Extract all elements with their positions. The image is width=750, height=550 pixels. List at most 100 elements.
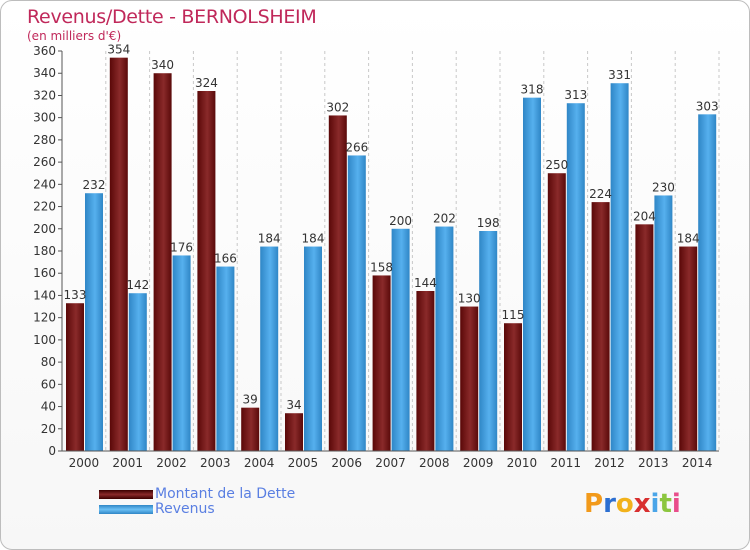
- bar-dette-2003: [197, 91, 216, 451]
- bar-dette-2001: [109, 57, 128, 452]
- y-tick-label: 180: [33, 244, 56, 258]
- y-tick-label: 100: [33, 333, 56, 347]
- y-tick-label: 300: [33, 111, 56, 125]
- value-label-dette-2011: 250: [545, 158, 568, 172]
- value-label-dette-2000: 133: [64, 288, 87, 302]
- value-label-revenus-2003: 166: [214, 252, 237, 266]
- bar-dette-2002: [153, 73, 172, 451]
- y-tick-label: 260: [33, 155, 56, 169]
- value-label-dette-2003: 324: [195, 76, 218, 90]
- x-tick-label: 2007: [375, 456, 406, 470]
- x-tick-label: 2009: [463, 456, 494, 470]
- value-label-revenus-2001: 142: [126, 278, 149, 292]
- value-label-revenus-2000: 232: [83, 178, 106, 192]
- value-label-revenus-2008: 202: [433, 212, 456, 226]
- legend-swatch-revenus: [99, 505, 153, 514]
- value-label-dette-2013: 204: [633, 209, 656, 223]
- value-label-dette-2006: 302: [326, 100, 349, 114]
- bar-revenus-2007: [391, 228, 410, 451]
- y-tick-label: 200: [33, 222, 56, 236]
- x-tick-label: 2011: [550, 456, 581, 470]
- x-tick-label: 2001: [112, 456, 143, 470]
- logo-letter: i: [650, 489, 660, 519]
- y-tick-label: 60: [41, 377, 56, 391]
- x-tick-label: 2012: [594, 456, 625, 470]
- logo-letter: t: [659, 489, 672, 519]
- bar-revenus-2010: [523, 97, 541, 452]
- x-tick-label: 2014: [682, 456, 713, 470]
- value-label-dette-2010: 115: [502, 308, 525, 322]
- bar-revenus-2001: [128, 293, 147, 451]
- bar-dette-2013: [635, 224, 654, 451]
- bar-dette-2004: [241, 407, 260, 451]
- legend-swatch-dette: [99, 490, 153, 499]
- x-tick-label: 2000: [69, 456, 100, 470]
- bar-revenus-2008: [435, 226, 454, 451]
- value-label-revenus-2011: 313: [564, 88, 587, 102]
- x-tick-label: 2006: [331, 456, 362, 470]
- bar-revenus-2000: [85, 193, 103, 451]
- bar-dette-2007: [372, 275, 391, 451]
- value-label-dette-2009: 130: [458, 292, 481, 306]
- y-tick-label: 280: [33, 133, 56, 147]
- axes: 0 20 40 60 80 100 120 140 160 180 200 220 240 260 280 3…: [33, 44, 719, 470]
- value-label-dette-2005: 34: [286, 398, 301, 412]
- value-label-revenus-2007: 200: [389, 214, 412, 228]
- value-label-revenus-2002: 176: [170, 240, 193, 254]
- y-tick-label: 220: [33, 200, 56, 214]
- y-tick-label: 240: [33, 177, 56, 191]
- proxiti-logo: Proxiti: [584, 489, 681, 519]
- y-tick-label: 340: [33, 66, 56, 80]
- bar-dette-2006: [328, 115, 347, 451]
- bar-revenus-2005: [304, 246, 322, 451]
- x-tick-label: 2004: [244, 456, 275, 470]
- x-tick-label: 2008: [419, 456, 450, 470]
- x-tick-label: 2003: [200, 456, 231, 470]
- logo-letter: x: [633, 489, 651, 519]
- chart-title: Revenus/Dette - BERNOLSHEIM: [27, 6, 317, 28]
- value-label-dette-2001: 354: [107, 43, 130, 57]
- value-label-dette-2002: 340: [151, 58, 174, 72]
- value-label-dette-2012: 224: [589, 187, 612, 201]
- bar-revenus-2006: [347, 155, 366, 451]
- chart-subtitle: (en milliers d'€): [27, 29, 122, 43]
- value-labels: 133 232 354 142 340 176 324 166 39 184 34 184 302 266…: [64, 43, 719, 413]
- y-tick-label: 360: [33, 44, 56, 58]
- value-label-revenus-2013: 230: [652, 180, 675, 194]
- logo-letter: o: [615, 489, 634, 519]
- value-label-revenus-2006: 266: [345, 140, 368, 154]
- grid-lines: [61, 51, 720, 451]
- y-tick-label: 0: [48, 444, 56, 458]
- y-tick-label: 160: [33, 266, 56, 280]
- bar-revenus-2012: [610, 83, 629, 451]
- bars: [66, 57, 717, 452]
- bar-dette-2000: [66, 303, 84, 451]
- y-tick-label: 320: [33, 88, 56, 102]
- value-label-revenus-2009: 198: [477, 216, 500, 230]
- x-tick-label: 2005: [288, 456, 319, 470]
- logo-letter: P: [584, 489, 604, 519]
- x-tick-label: 2013: [638, 456, 669, 470]
- x-tick-label: 2002: [156, 456, 187, 470]
- y-tick-label: 140: [33, 288, 56, 302]
- bar-revenus-2004: [260, 246, 279, 451]
- legend-label-dette: Montant de la Dette: [155, 486, 296, 502]
- bar-dette-2011: [547, 173, 566, 451]
- value-label-revenus-2014: 303: [696, 99, 719, 113]
- bar-dette-2009: [460, 306, 479, 451]
- value-label-revenus-2010: 318: [521, 83, 544, 97]
- value-label-dette-2004: 39: [243, 393, 258, 407]
- value-label-revenus-2004: 184: [258, 232, 281, 246]
- bar-dette-2014: [679, 246, 698, 451]
- bar-dette-2010: [504, 323, 522, 451]
- bar-revenus-2014: [698, 114, 717, 451]
- bar-revenus-2002: [172, 255, 191, 451]
- y-tick-label: 40: [41, 400, 56, 414]
- logo-letter: r: [603, 489, 616, 519]
- bar-revenus-2013: [654, 195, 673, 451]
- bar-dette-2008: [416, 291, 435, 451]
- y-tick-label: 20: [41, 422, 56, 436]
- bar-revenus-2009: [479, 231, 498, 451]
